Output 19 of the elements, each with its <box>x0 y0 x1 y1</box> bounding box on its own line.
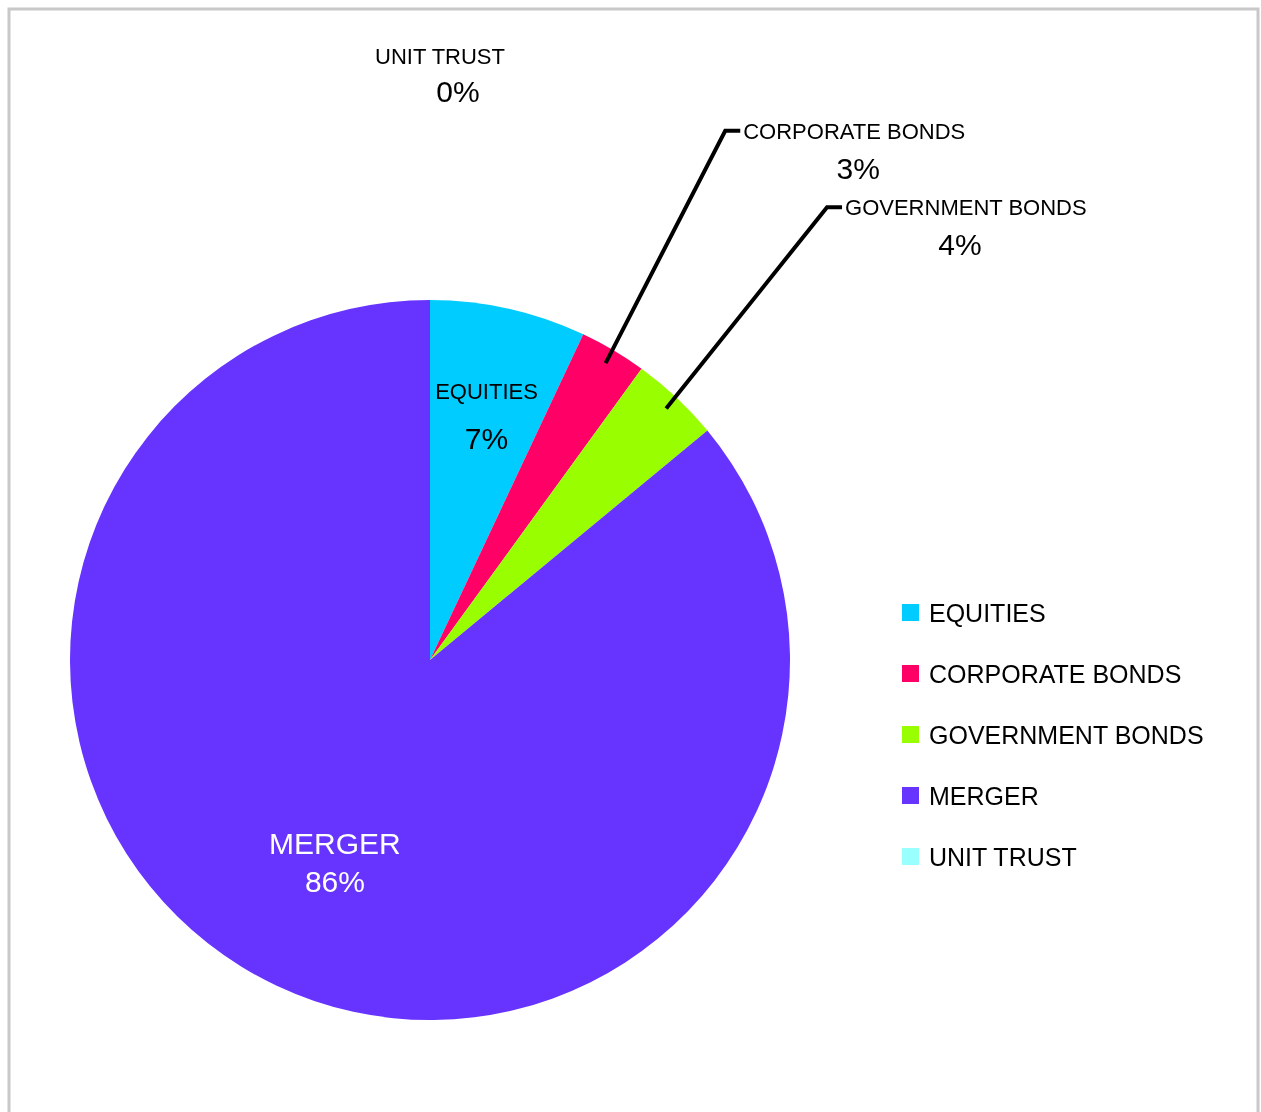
slice-label: EQUITIES <box>435 379 538 405</box>
legend-label: EQUITIES <box>929 599 1046 627</box>
category-label: UNIT TRUST <box>375 44 505 69</box>
pie-slice <box>430 300 584 660</box>
slice-label: GOVERNMENT BONDS <box>845 195 1087 221</box>
legend-label: UNIT TRUST <box>929 843 1077 871</box>
data-label: 4% <box>938 228 982 262</box>
legend-label: MERGER <box>929 782 1039 810</box>
pie-slice <box>430 368 708 660</box>
legend-label: GOVERNMENT BONDS <box>929 721 1204 749</box>
data-label: 86% <box>304 864 365 898</box>
pie-slice <box>430 334 642 660</box>
pie-slice <box>70 300 790 1020</box>
slice-label: CORPORATE BONDS <box>743 118 966 144</box>
data-label: 7% <box>464 422 509 456</box>
slice-label: MERGER <box>269 826 401 860</box>
text: 0% <box>436 75 480 108</box>
legend-label: CORPORATE BONDS <box>929 660 1182 688</box>
data-label: 3% <box>836 151 880 185</box>
